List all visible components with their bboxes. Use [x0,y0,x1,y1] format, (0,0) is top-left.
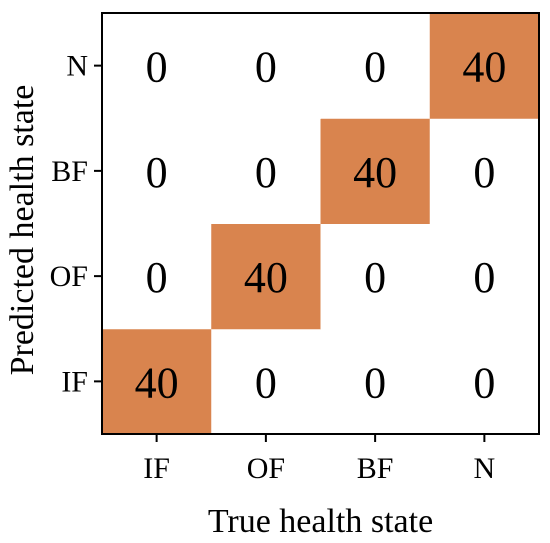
heatmap-cell-BF-OF [211,118,321,224]
heatmap-cell-IF-OF [211,328,321,435]
cell-value-label: 0 [364,43,386,92]
cell-value-label: 0 [146,43,168,92]
x-tick-label: N [474,452,496,485]
heatmap-cell-OF-N [429,223,540,330]
y-tick-label: BF [51,155,88,188]
x-axis-title: True health state [208,503,433,540]
cell-value-label: 0 [364,253,386,302]
cell-value-label: 0 [364,358,386,407]
cell-value-label: 0 [255,43,277,92]
cell-value-label: 40 [462,43,506,92]
y-tick-label: OF [50,260,88,293]
x-tick-label: IF [143,452,170,485]
heatmap-cell-N-IF [102,13,212,119]
heatmap-cell-OF-IF [102,223,212,330]
heatmap-cell-IF-BF [320,328,431,435]
cell-value-label: 0 [473,253,495,302]
heatmap-cell-N-BF [320,13,431,119]
plot-frame [101,12,540,435]
x-tick-label: BF [357,452,394,485]
cell-value-label: 0 [146,148,168,197]
heatmap-cells [102,13,540,435]
y-tick-label: IF [61,365,88,398]
heatmap-cell-IF-IF [102,328,212,435]
heatmap-cell-labels: 40 0 0 0 0 40 0 0 0 0 40 0 0 0 0 40 [135,43,507,408]
heatmap-cell-BF-IF [102,118,212,224]
x-tick-label: OF [247,452,285,485]
y-tick-label: N [66,50,88,83]
y-axis-ticks: IF OF BF N [50,50,102,398]
heatmap-cell-OF-OF [211,223,321,330]
x-axis-ticks: IF OF BF N [143,434,495,485]
cell-value-label: 40 [135,358,179,407]
cell-value-label: 40 [244,253,288,302]
heatmap-cell-OF-BF [320,223,431,330]
heatmap-cell-IF-N [429,328,540,435]
cell-value-label: 0 [255,148,277,197]
cell-value-label: 0 [473,148,495,197]
cell-value-label: 0 [146,253,168,302]
y-axis-title: Predicted health state [4,85,41,376]
heatmap-cell-N-N [429,13,540,119]
cell-value-label: 0 [255,358,277,407]
heatmap-cell-N-OF [211,13,321,119]
heatmap-cell-BF-BF [320,118,431,224]
cell-value-label: 0 [473,358,495,407]
heatmap-cell-BF-N [429,118,540,224]
cell-value-label: 40 [353,148,397,197]
